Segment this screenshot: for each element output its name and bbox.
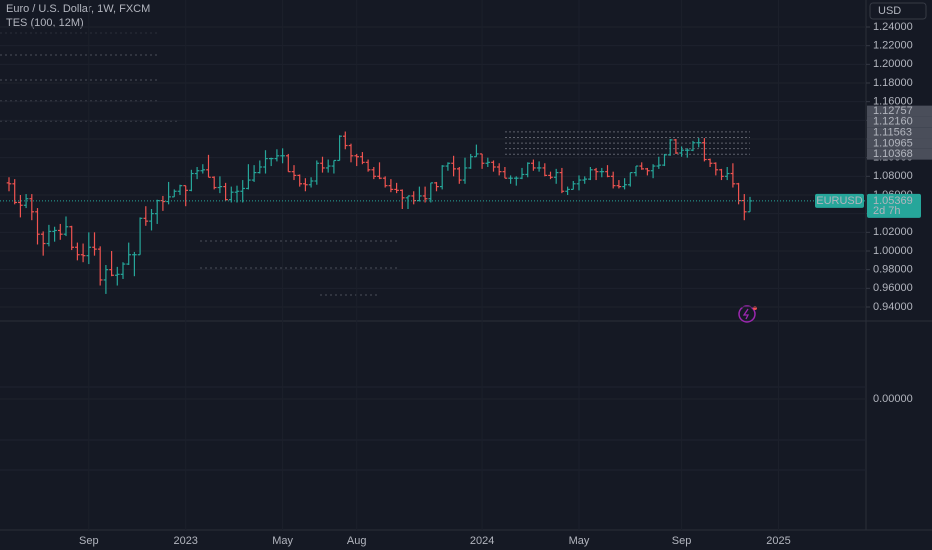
countdown-label: 2d 7h [873,205,901,217]
indicator-level-box [867,105,932,117]
y-tick-label: 1.18000 [873,77,913,89]
symbol-box [815,193,864,208]
x-tick-label: May [272,535,293,547]
indicator-level-label: 1.12160 [873,116,913,128]
indicator-level-label: 1.10965 [873,137,913,149]
legend-backdrop [0,0,190,38]
indicator-level-label: 1.12757 [873,105,913,117]
y-tick-label: 1.02000 [873,226,913,238]
y-tick-label: 1.08000 [873,170,913,182]
alert-icon[interactable] [738,305,757,323]
y-tick-label: 1.22000 [873,40,913,52]
alert-circle[interactable] [738,305,756,323]
indicator-level-box [867,148,932,160]
currency-button[interactable] [869,2,927,20]
indicator-level-box [867,127,932,139]
x-tick-label: Sep [672,535,692,547]
y-tick-label: 1.20000 [873,58,913,70]
indicator-level-label: 1.10368 [873,148,913,160]
indicator-level-label: 1.11563 [873,127,912,139]
alert-bolt[interactable] [742,308,750,320]
y-tick-label: 1.16000 [873,96,913,108]
currency-label[interactable]: USD [878,5,901,17]
last-price-label: 1.05369 [873,195,913,207]
y-tick-label: 0.96000 [873,282,913,294]
pane2-tick-label: 0.00000 [873,393,913,405]
indicator-level-box [867,116,932,128]
y-tick-label: 1.00000 [873,245,913,257]
symbol-label: EURUSD [816,195,863,207]
x-tick-label: May [569,535,590,547]
last-price-box [867,193,921,218]
indicator-label[interactable]: TES (100, 12M) [6,17,84,29]
y-tick-label: 0.98000 [873,264,913,276]
x-tick-label: 2023 [173,535,197,547]
x-tick-label: 2025 [766,535,790,547]
x-tick-label: Aug [347,535,367,547]
x-tick-label: 2024 [470,535,494,547]
x-tick-label: Sep [79,535,99,547]
chart-title[interactable]: Euro / U.S. Dollar, 1W, FXCM [6,3,150,15]
y-tick-label: 0.94000 [873,301,913,313]
y-tick-label: 1.24000 [873,21,913,33]
tes-levels [0,32,400,296]
indicator-level-box [867,138,932,149]
